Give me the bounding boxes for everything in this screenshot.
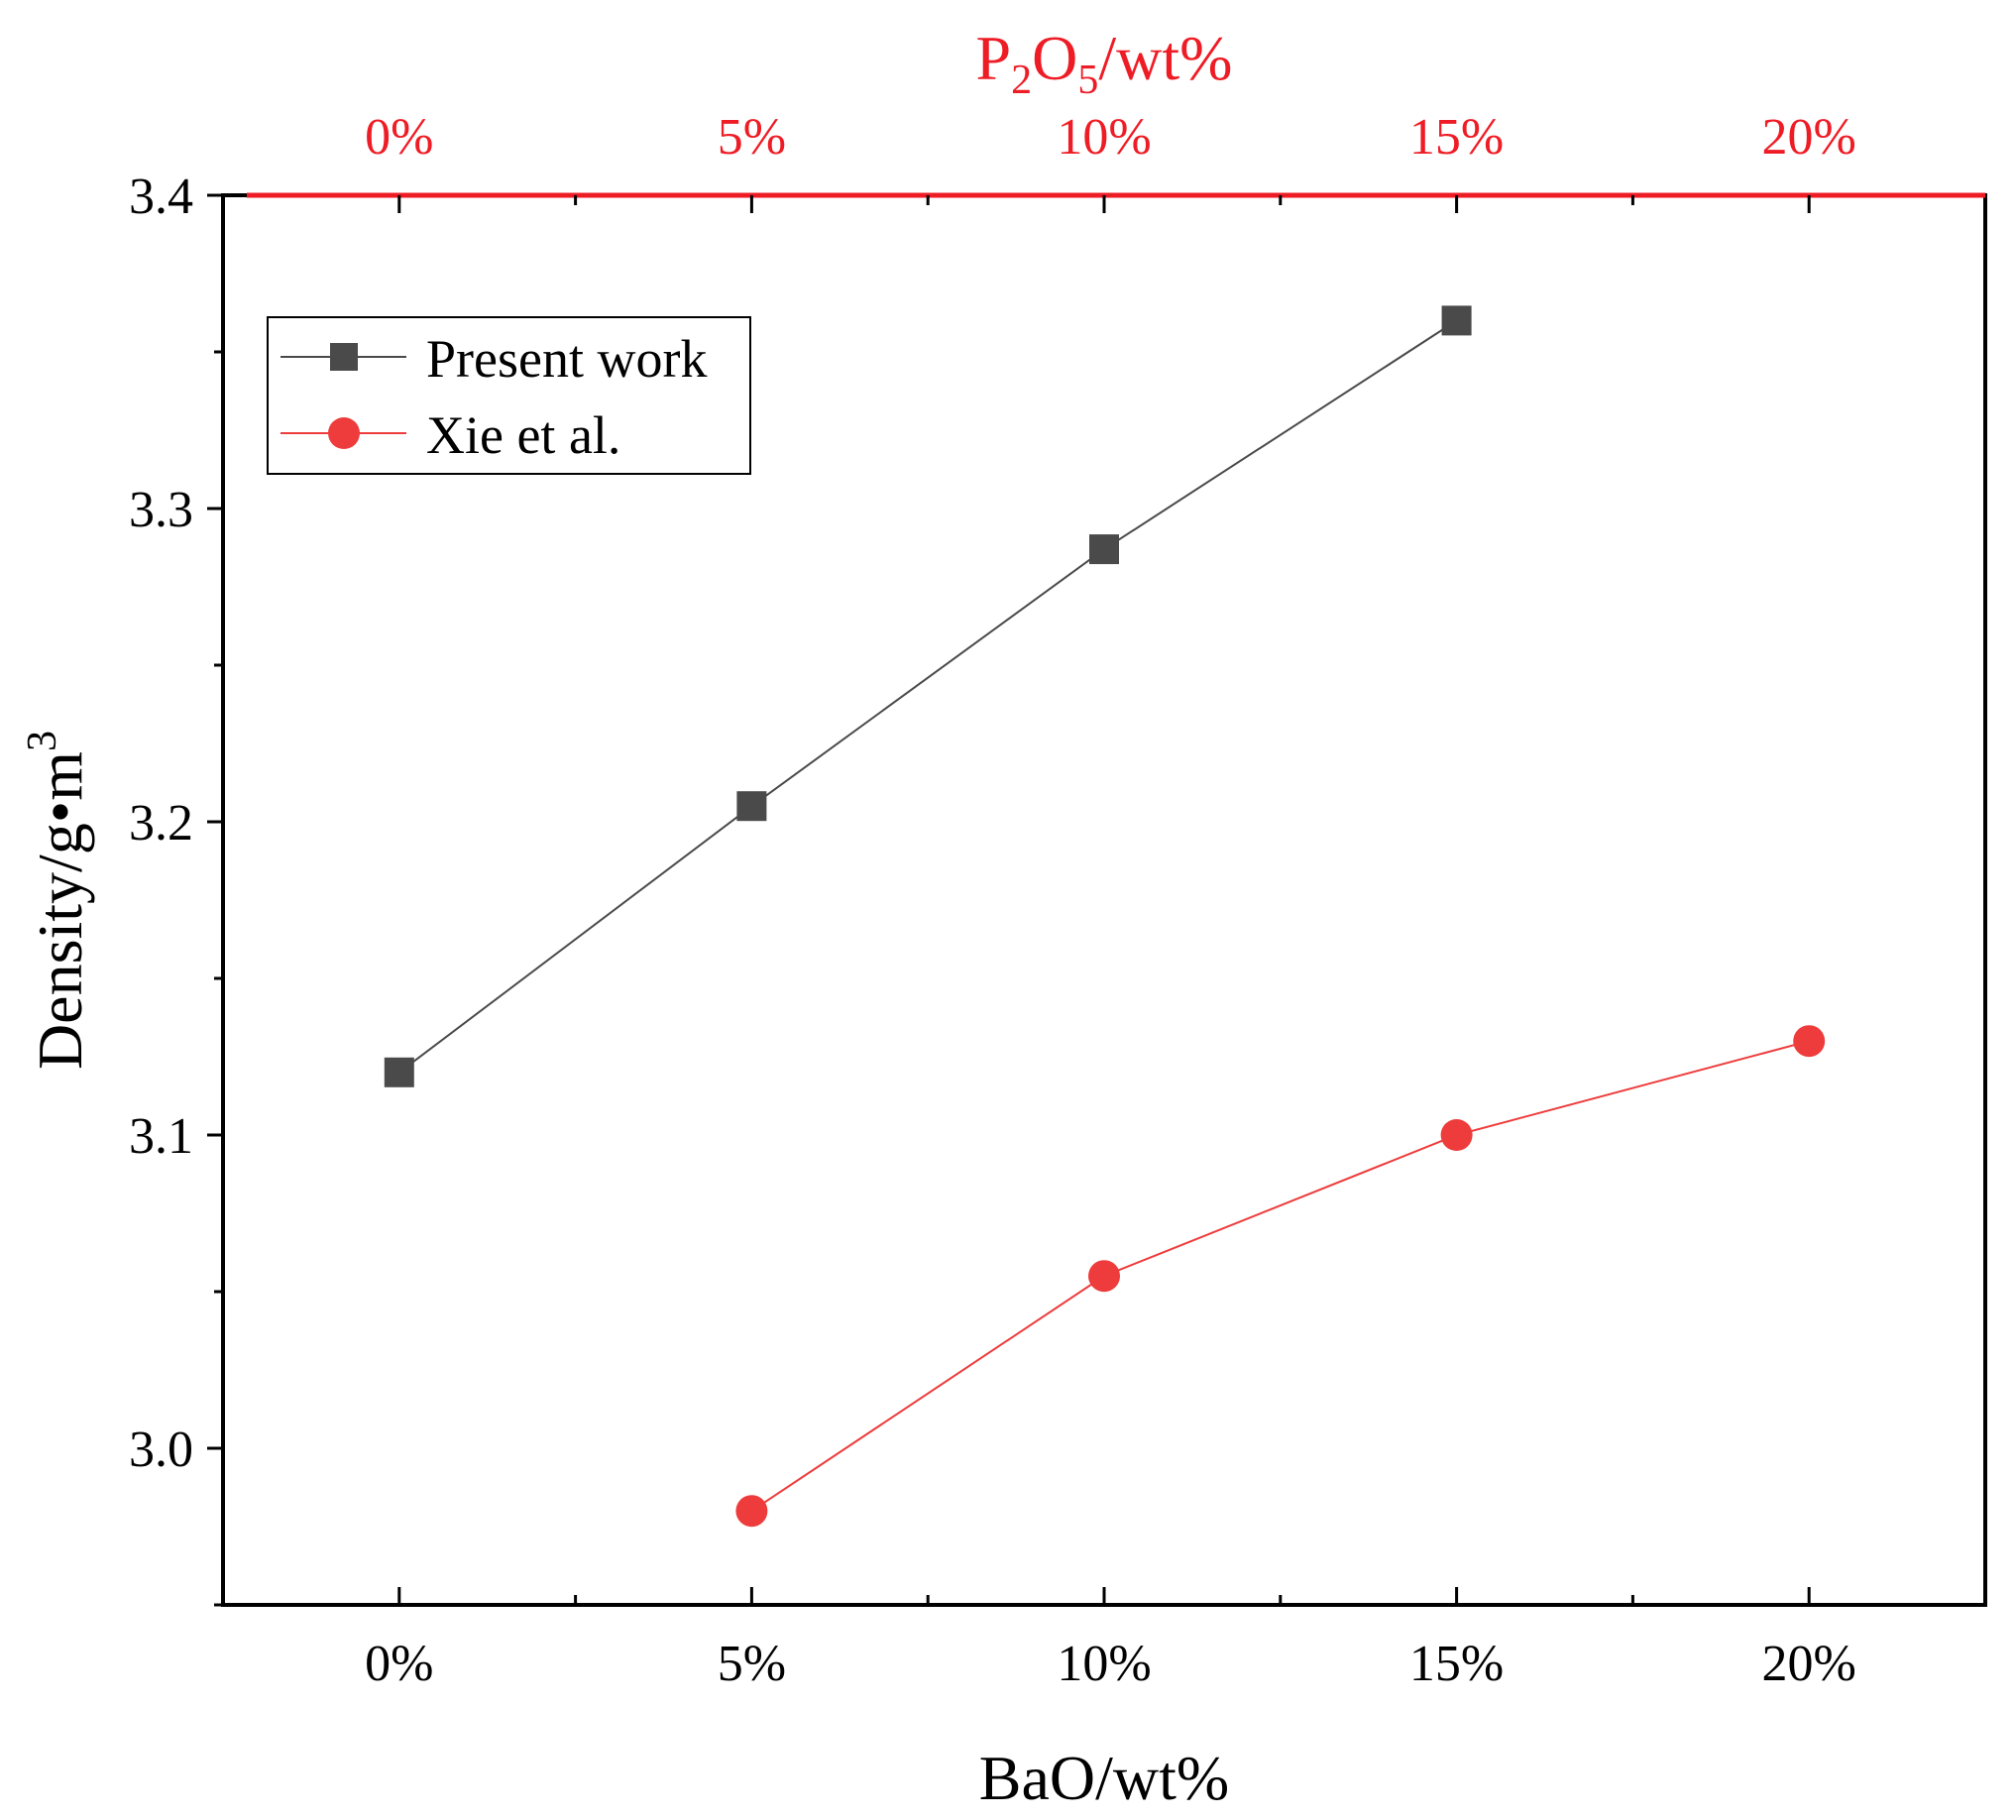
x-axis-title: BaO/wt% <box>979 1743 1229 1813</box>
y-tick-labels: 3.0 3.1 3.2 3.3 3.4 <box>129 169 193 1478</box>
legend-marker-square-icon <box>330 343 358 371</box>
data-point-circle <box>1440 1119 1473 1151</box>
data-point-circle <box>735 1495 768 1528</box>
top-title-p: P <box>976 23 1012 93</box>
top-title-sub2: 5 <box>1077 57 1098 103</box>
y-tick-label: 3.2 <box>129 795 193 852</box>
x-tick-label: 20% <box>1762 1636 1856 1692</box>
data-point-square <box>1441 305 1472 336</box>
top-title-sub1: 2 <box>1011 57 1032 103</box>
series-layer <box>384 305 1826 1528</box>
top-tick-label: 10% <box>1057 109 1151 166</box>
y-tick-label: 3.3 <box>129 482 193 538</box>
y-axis-title-superscript: 3 <box>20 731 65 751</box>
legend-marker-circle-icon <box>328 417 360 449</box>
legend: Present work Xie et al. <box>267 316 751 475</box>
top-tick-label: 20% <box>1762 109 1856 166</box>
x-tick-label: 5% <box>718 1636 786 1692</box>
x-tick-label: 15% <box>1409 1636 1504 1692</box>
data-point-square <box>1089 534 1119 565</box>
y-tick-label: 3.4 <box>129 169 193 225</box>
top-tick-label: 15% <box>1409 109 1504 166</box>
y-tick-label: 3.1 <box>129 1108 193 1165</box>
x-tick-labels: 0% 5% 10% 15% 20% <box>365 1636 1856 1692</box>
top-axis-title: P2O5/wt% <box>976 23 1233 103</box>
x-tick-label: 0% <box>365 1636 433 1692</box>
y-axis-title-main: Density/g•m <box>25 751 95 1070</box>
top-title-o: O <box>1032 23 1077 93</box>
series-line-2 <box>750 1040 1810 1513</box>
y-tick-label: 3.0 <box>129 1422 193 1478</box>
legend-label-present-work: Present work <box>426 329 707 389</box>
top-title-rest: /wt% <box>1098 23 1232 93</box>
x-tick-label: 10% <box>1057 1636 1151 1692</box>
top-tick-label: 5% <box>718 109 786 166</box>
series-line-1 <box>398 319 1458 1074</box>
axis-ticks <box>207 193 1811 1607</box>
y-axis-title: Density/g•m3 <box>20 731 95 1070</box>
top-tick-label: 0% <box>365 109 433 166</box>
data-point-circle <box>1793 1025 1826 1058</box>
data-point-square <box>736 791 767 822</box>
data-point-circle <box>1088 1260 1120 1293</box>
top-tick-labels: 0% 5% 10% 15% 20% <box>365 109 1856 166</box>
legend-label-xie: Xie et al. <box>426 405 620 465</box>
data-point-square <box>384 1057 414 1087</box>
